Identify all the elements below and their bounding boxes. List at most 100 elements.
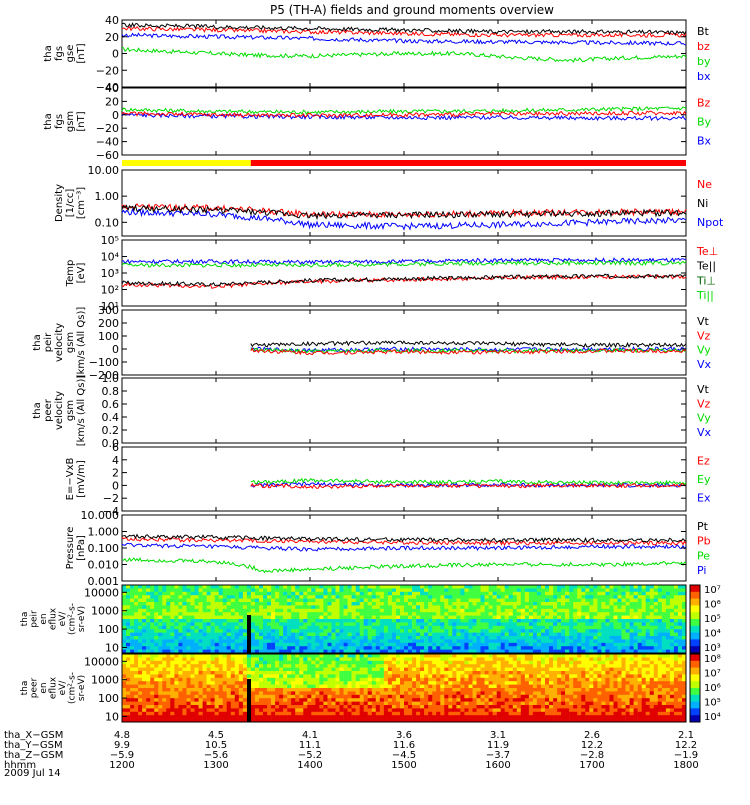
spectrogram-cell — [577, 646, 581, 650]
spectrogram-cell — [207, 671, 211, 675]
spectrogram-cell — [452, 657, 456, 661]
spectrogram-cell — [287, 588, 291, 592]
spectrogram-cell — [469, 629, 473, 633]
spectrogram-cell — [396, 626, 400, 630]
spectrogram-cell — [501, 622, 505, 626]
spectrogram-cell — [525, 636, 529, 640]
y-tick-label: 0.010 — [88, 559, 120, 572]
spectrogram-cell — [328, 678, 332, 682]
spectrogram-cell — [134, 588, 138, 592]
spectrogram-cell — [436, 708, 440, 712]
spectrogram-cell — [319, 695, 323, 699]
spectrogram-cell — [332, 636, 336, 640]
spectrogram-cell — [227, 674, 231, 678]
spectrogram-cell — [448, 639, 452, 643]
spectrogram-cell — [432, 599, 436, 603]
spectrogram-cell — [219, 688, 223, 692]
spectrogram-cell — [174, 616, 178, 620]
y-axis-label: thapeirvelocitygsm[km/s (All Qs)] — [32, 307, 87, 379]
spectrogram-cell — [275, 626, 279, 630]
spectrogram-cell — [215, 592, 219, 596]
spectrogram-cell — [428, 585, 432, 589]
spectrogram-cell — [372, 626, 376, 630]
spectrogram-cell — [497, 646, 501, 650]
spectrogram-cell — [340, 602, 344, 606]
spectrogram-cell — [460, 633, 464, 637]
spectrogram-cell — [142, 661, 146, 665]
spectrogram-cell — [122, 622, 126, 626]
spectrogram-cell — [368, 592, 372, 596]
spectrogram-cell — [569, 595, 573, 599]
spectrogram-cell — [541, 622, 545, 626]
spectrogram-cell — [158, 702, 162, 706]
spectrogram-cell — [235, 654, 239, 658]
spectrogram-cell — [473, 685, 477, 689]
spectrogram-cell — [219, 592, 223, 596]
spectrogram-cell — [356, 612, 360, 616]
spectrogram-cell — [557, 629, 561, 633]
spectrogram-cell — [134, 626, 138, 630]
spectrogram-cell — [497, 643, 501, 647]
spectrogram-cell — [352, 668, 356, 672]
spectrogram-cell — [303, 702, 307, 706]
spectrogram-cell — [376, 626, 380, 630]
spectrogram-cell — [428, 633, 432, 637]
spectrogram-cell — [122, 712, 126, 716]
spectrogram-cell — [243, 588, 247, 592]
spectrogram-cell — [352, 622, 356, 626]
spectrogram-cell — [352, 698, 356, 702]
spectrogram-cell — [134, 712, 138, 716]
spectrogram-cell — [215, 654, 219, 658]
spectrogram-cell — [332, 678, 336, 682]
spectrogram-cell — [360, 668, 364, 672]
spectrogram-cell — [610, 633, 614, 637]
spectrogram-cell — [223, 708, 227, 712]
spectrogram-cell — [481, 639, 485, 643]
spectrogram-cell — [223, 633, 227, 637]
spectrogram-cell — [138, 708, 142, 712]
spectrogram-cell — [195, 592, 199, 596]
spectrogram-cell — [469, 626, 473, 630]
spectrogram-cell — [444, 609, 448, 613]
spectrogram-cell — [203, 708, 207, 712]
spectrogram-cell — [493, 636, 497, 640]
spectrogram-cell — [428, 588, 432, 592]
spectrogram-cell — [356, 664, 360, 668]
spectrogram-cell — [634, 619, 638, 623]
spectrogram-cell — [585, 585, 589, 589]
spectrogram-cell — [344, 674, 348, 678]
spectrogram-cell — [622, 616, 626, 620]
spectrogram-cell — [340, 616, 344, 620]
spectrogram-cell — [477, 605, 481, 609]
spectrogram-cell — [654, 622, 658, 626]
spectrogram-cell — [307, 668, 311, 672]
spectrogram-cell — [424, 702, 428, 706]
spectrogram-cell — [581, 609, 585, 613]
spectrogram-cell — [303, 643, 307, 647]
spectrogram-cell — [464, 609, 468, 613]
spectrogram-cell — [283, 592, 287, 596]
spectrogram-cell — [400, 685, 404, 689]
spectrogram-cell — [589, 629, 593, 633]
spectrogram-cell — [666, 592, 670, 596]
spectrogram-cell — [170, 602, 174, 606]
legend-entry: Vy — [697, 344, 711, 357]
spectrogram-cell — [311, 588, 315, 592]
spectrogram-cell — [174, 698, 178, 702]
spectrogram-cell — [191, 612, 195, 616]
spectrogram-cell — [477, 708, 481, 712]
spectrogram-cell — [521, 622, 525, 626]
spectrogram-cell — [565, 612, 569, 616]
spectrogram-cell — [307, 671, 311, 675]
spectrogram-cell — [271, 702, 275, 706]
spectrogram-cell — [199, 685, 203, 689]
spectrogram-cell — [275, 588, 279, 592]
spectrogram-cell — [207, 661, 211, 665]
spectrogram-cell — [134, 708, 138, 712]
spectrogram-cell — [529, 612, 533, 616]
spectrogram-cell — [259, 619, 263, 623]
spectrogram-cell — [199, 626, 203, 630]
spectrogram-cell — [364, 678, 368, 682]
spectrogram-cell — [674, 626, 678, 630]
spectrogram-cell — [146, 616, 150, 620]
